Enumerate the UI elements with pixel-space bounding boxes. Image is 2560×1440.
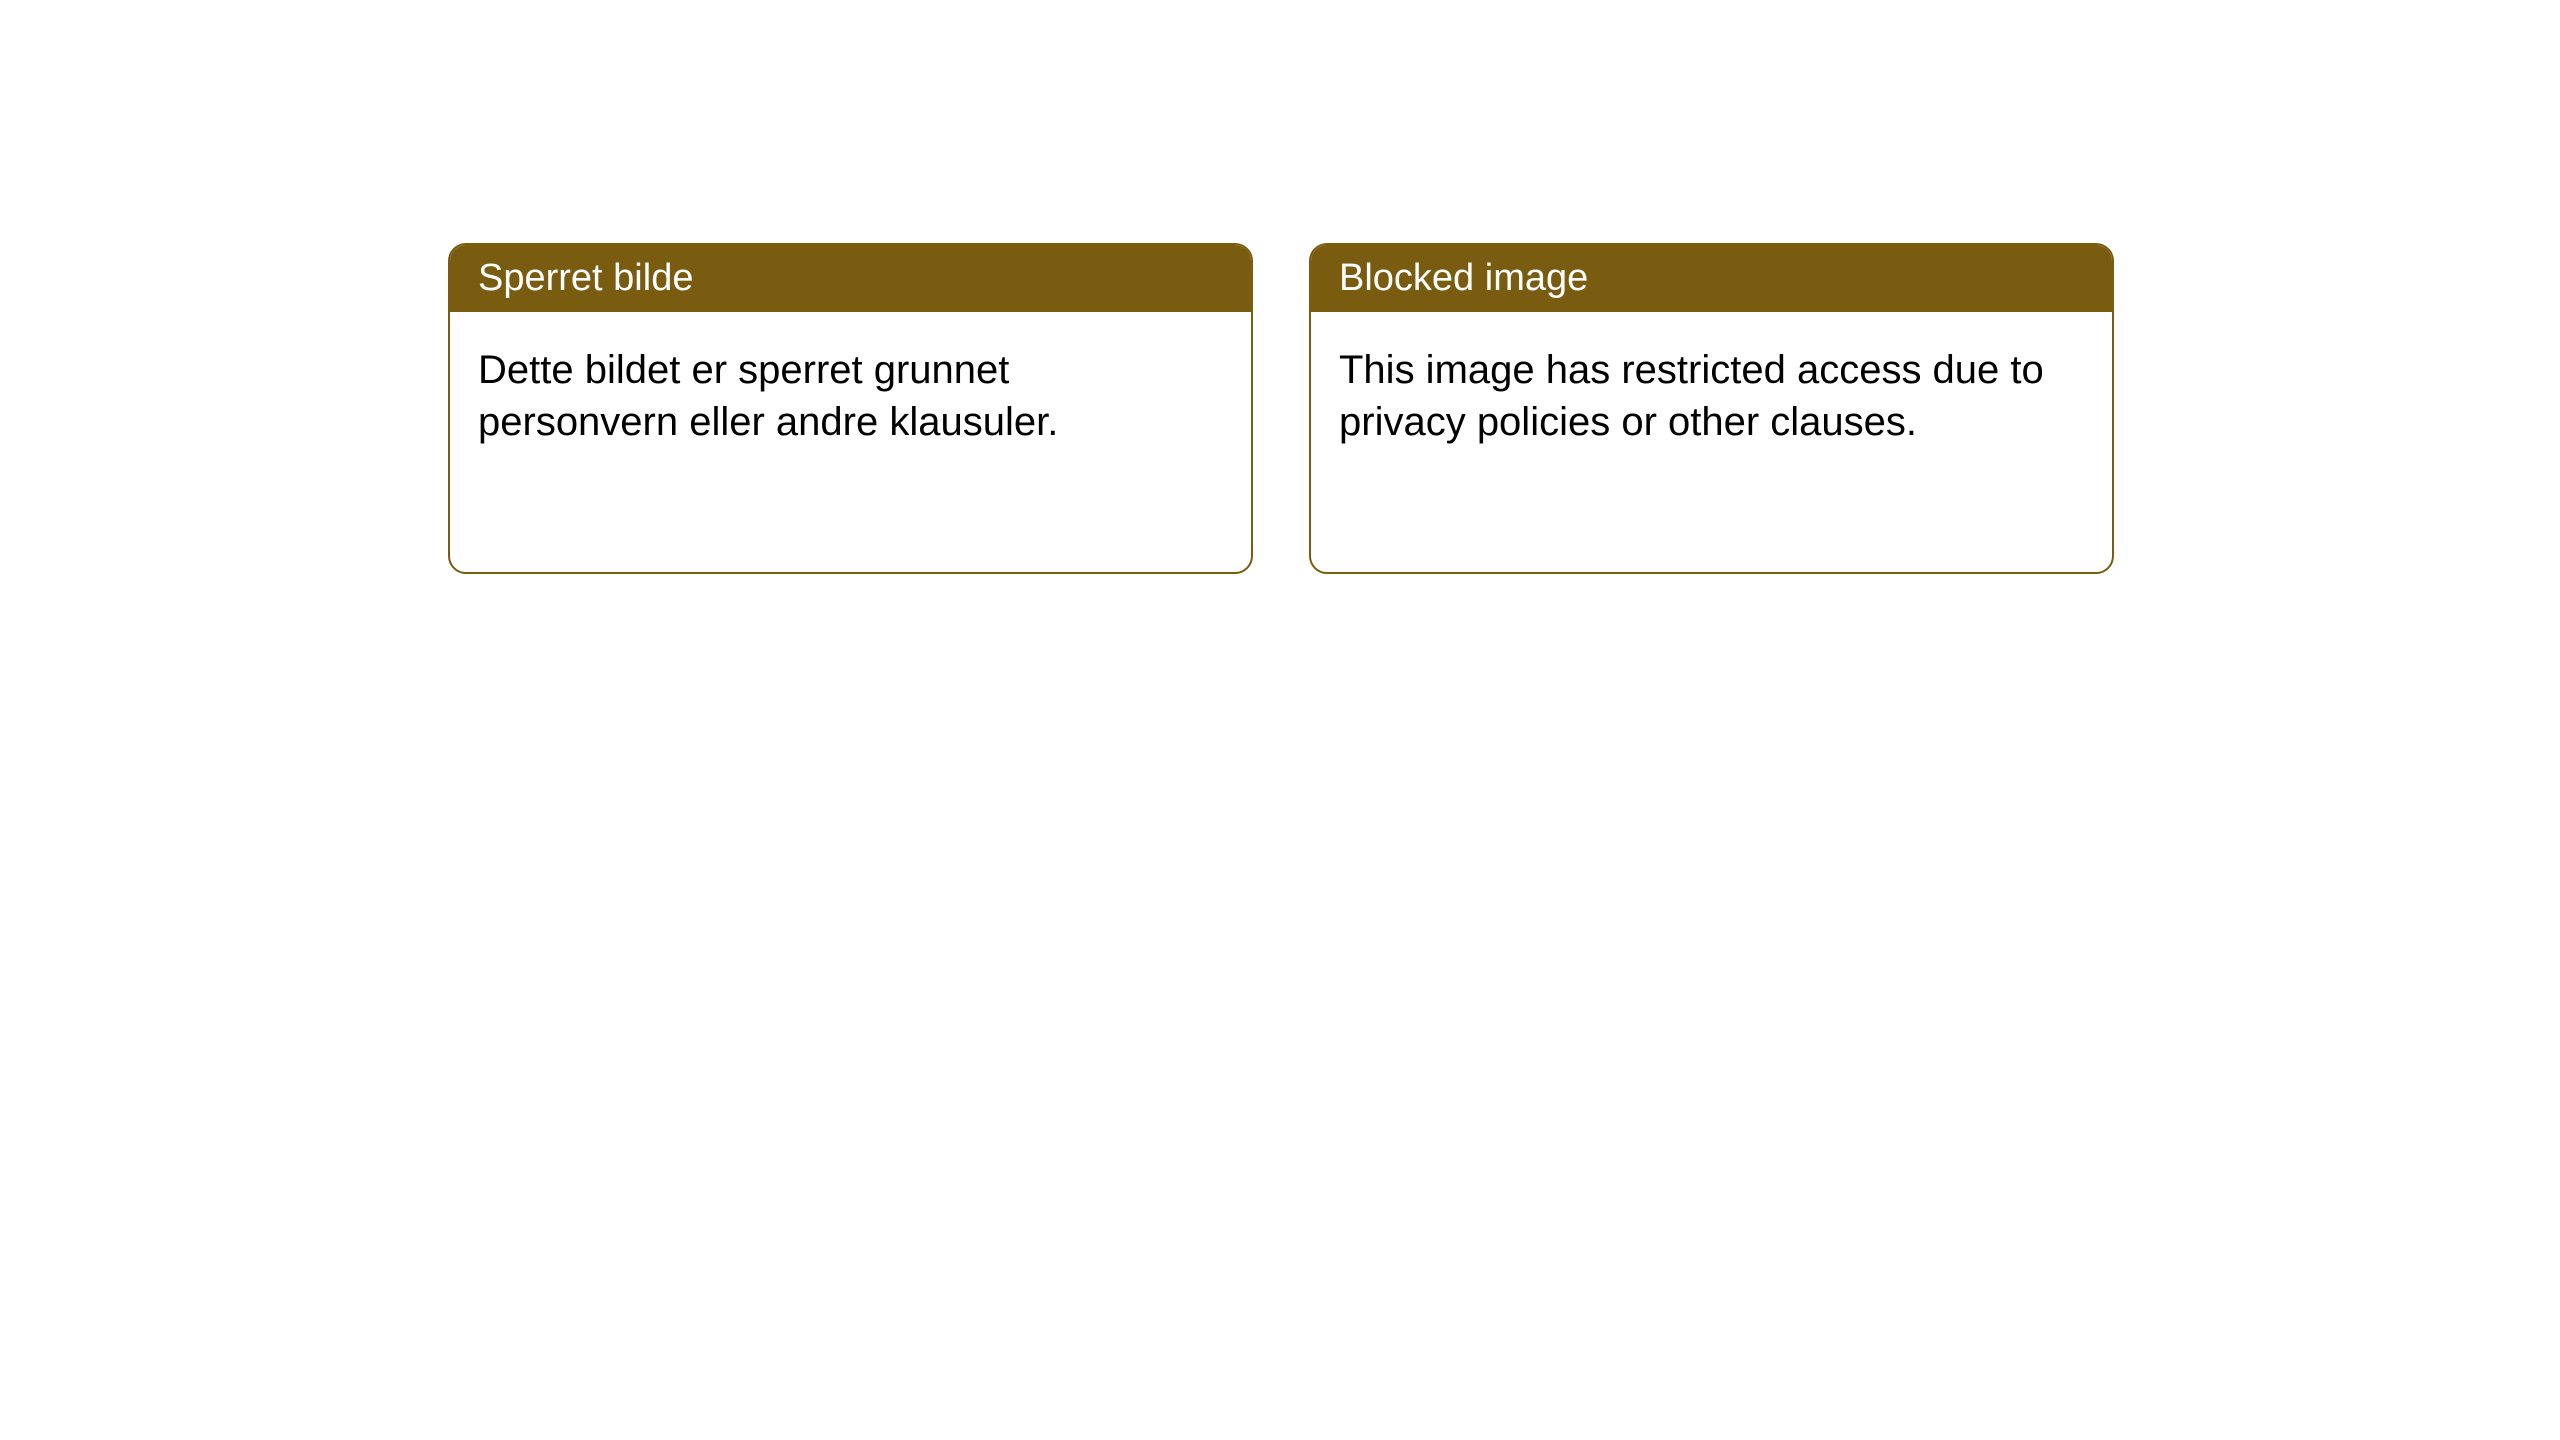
notice-card-norwegian: Sperret bilde Dette bildet er sperret gr…	[448, 243, 1253, 574]
notice-card-english: Blocked image This image has restricted …	[1309, 243, 2114, 574]
notice-title-norwegian: Sperret bilde	[478, 257, 693, 299]
notice-body-norwegian: Dette bildet er sperret grunnet personve…	[450, 312, 1251, 572]
notice-text-norwegian: Dette bildet er sperret grunnet personve…	[478, 344, 1198, 448]
notice-container: Sperret bilde Dette bildet er sperret gr…	[448, 243, 2114, 574]
notice-body-english: This image has restricted access due to …	[1311, 312, 2112, 572]
notice-header-english: Blocked image	[1311, 245, 2112, 312]
notice-text-english: This image has restricted access due to …	[1339, 344, 2059, 448]
notice-title-english: Blocked image	[1339, 257, 1588, 299]
notice-header-norwegian: Sperret bilde	[450, 245, 1251, 312]
